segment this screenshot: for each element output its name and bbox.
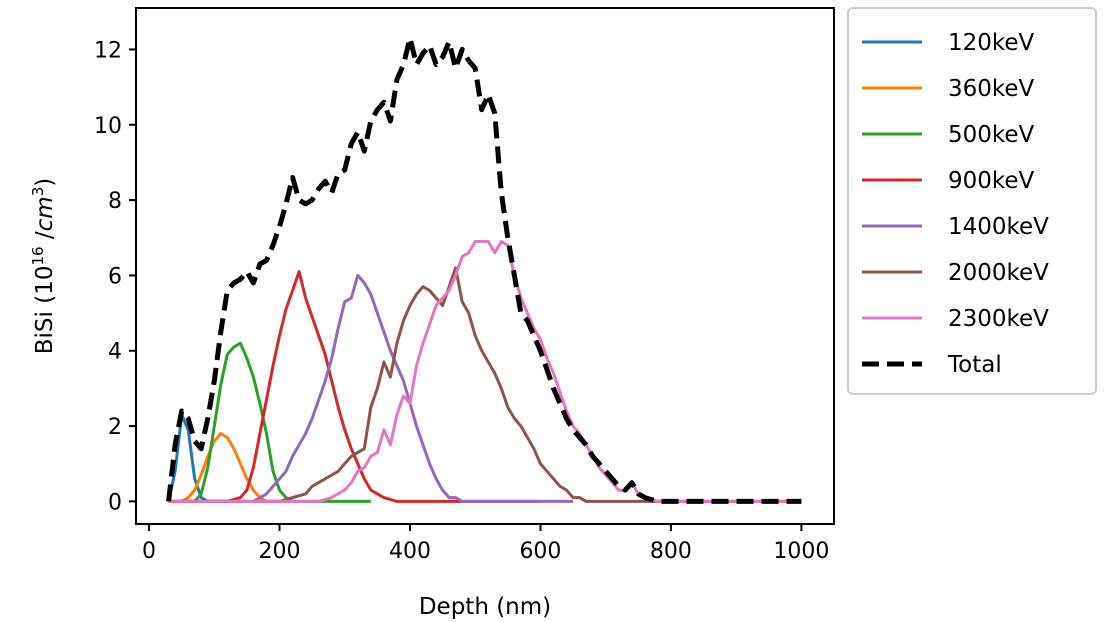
y-tick-label: 0 bbox=[108, 490, 122, 515]
y-tick-label: 6 bbox=[108, 264, 122, 289]
y-axis-label-exponent: 16 bbox=[29, 246, 47, 265]
x-tick-label: 400 bbox=[389, 539, 431, 564]
y-tick-label: 4 bbox=[108, 340, 122, 365]
series-line-900kev bbox=[168, 270, 541, 503]
series-line-total bbox=[166, 35, 802, 504]
y-tick-label: 12 bbox=[94, 38, 122, 63]
legend-label-900kev: 900keV bbox=[948, 168, 1035, 194]
legend-label-2300kev: 2300keV bbox=[948, 306, 1049, 332]
y-axis-label-suffix: ) bbox=[32, 178, 58, 187]
legend-label-1400kev: 1400keV bbox=[948, 214, 1049, 240]
plot-area bbox=[166, 35, 802, 504]
series-line-2000kev bbox=[168, 266, 802, 503]
legend-label-120kev: 120keV bbox=[948, 30, 1035, 56]
y-tick-label: 10 bbox=[94, 114, 122, 139]
x-axis-label: Depth (nm) bbox=[419, 594, 551, 620]
legend-label-360kev: 360keV bbox=[948, 76, 1035, 102]
x-tick-label: 600 bbox=[519, 539, 561, 564]
legend-label-500kev: 500keV bbox=[948, 122, 1035, 148]
legend-box bbox=[847, 7, 1097, 395]
y-axis-label-prefix: BiSi (10 bbox=[32, 266, 58, 355]
y-tick-label: 2 bbox=[108, 415, 122, 440]
y-tick-label: 8 bbox=[108, 189, 122, 214]
axes: 0 200 400 600 800 1000 0 2 4 6 8 10 12 bbox=[94, 7, 835, 564]
legend: 120keV 360keV 500keV 900keV 1400keV 2000keV 23… bbox=[847, 7, 1097, 395]
y-axis-label-unit: cm bbox=[32, 196, 58, 231]
series-line-1400kev bbox=[168, 273, 574, 503]
x-tick-label: 800 bbox=[650, 539, 692, 564]
y-axis-label-unit-exponent: 3 bbox=[29, 187, 47, 197]
legend-label-total: Total bbox=[947, 352, 1002, 378]
legend-label-2000kev: 2000keV bbox=[948, 260, 1049, 286]
x-tick-label: 0 bbox=[142, 539, 156, 564]
y-axis-label-mid: / bbox=[32, 231, 58, 246]
x-tick-label: 1000 bbox=[773, 539, 829, 564]
x-tick-label: 200 bbox=[259, 539, 301, 564]
y-axis-label: BiSi (1016 /cm3) bbox=[29, 178, 58, 354]
plot-frame bbox=[135, 7, 835, 525]
